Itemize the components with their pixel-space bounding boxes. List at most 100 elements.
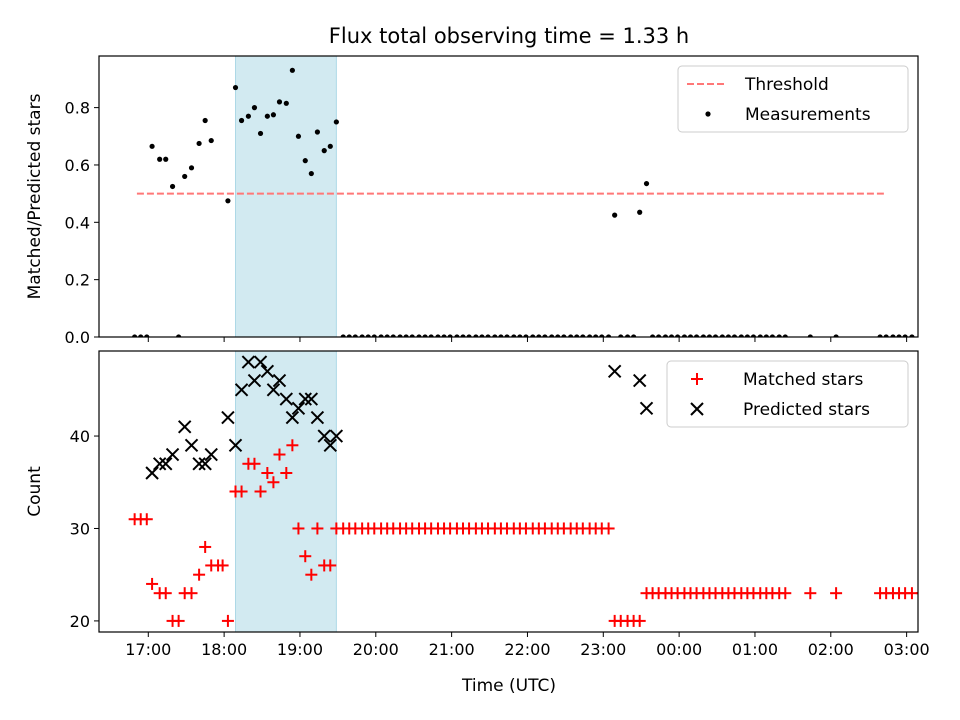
measurement-point bbox=[612, 212, 618, 218]
measurement-point bbox=[270, 112, 277, 118]
predicted-stars-point bbox=[323, 438, 337, 452]
x-axis-label: Time (UTC) bbox=[461, 676, 556, 696]
x-tick-label: 18:00 bbox=[201, 640, 247, 659]
measurement-point bbox=[485, 334, 491, 337]
measurement-point bbox=[196, 140, 202, 147]
measurement-point bbox=[593, 334, 599, 337]
predicted-stars-point-b bbox=[266, 383, 281, 397]
measurement-point bbox=[132, 334, 138, 337]
predicted-stars-point bbox=[184, 438, 199, 452]
predicted-stars-point bbox=[304, 392, 319, 406]
matched-stars-point bbox=[280, 467, 293, 480]
matched-stars-point bbox=[950, 587, 960, 599]
predicted-stars-point-b bbox=[260, 364, 275, 379]
predicted-stars-point bbox=[247, 373, 262, 388]
predicted-stars-point-b bbox=[221, 410, 235, 425]
matched-stars-point bbox=[804, 587, 817, 600]
legend-frame bbox=[666, 360, 909, 428]
measurement-point bbox=[599, 334, 605, 337]
measurement-point bbox=[928, 334, 933, 339]
chart-title: Flux total observing time = 1.33 h bbox=[329, 24, 689, 48]
measurement-point bbox=[403, 334, 409, 337]
x-tick-label: 17:00 bbox=[125, 640, 171, 659]
matched-stars-point bbox=[311, 522, 324, 535]
legend-frame bbox=[677, 65, 909, 133]
measurement-point bbox=[549, 334, 555, 337]
predicted-stars-point bbox=[632, 373, 647, 388]
measurement-point bbox=[919, 334, 924, 339]
predicted-stars-point-b bbox=[159, 457, 173, 471]
x-tick-label: 03:00 bbox=[884, 640, 930, 659]
measurement-point bbox=[202, 117, 208, 124]
measurement-point bbox=[833, 334, 839, 337]
measurement-point bbox=[947, 334, 952, 339]
measurement-point bbox=[397, 334, 403, 337]
x-tick-label: 21:00 bbox=[429, 640, 475, 659]
measurement-point bbox=[523, 334, 529, 337]
measurement-point bbox=[662, 334, 669, 337]
matched-stars-point bbox=[305, 568, 318, 581]
y-tick-label: 40 bbox=[70, 427, 90, 446]
legend-measurements-key bbox=[705, 111, 711, 117]
matched-stars-point bbox=[286, 439, 299, 452]
matched-stars-point bbox=[830, 587, 843, 600]
predicted-stars-point-b bbox=[310, 410, 325, 425]
y-tick-label: 0.8 bbox=[65, 99, 90, 118]
legend-label: Threshold bbox=[744, 75, 829, 95]
predicted-stars-point-b bbox=[145, 466, 159, 480]
measurement-point bbox=[251, 105, 258, 111]
matched-stars-point bbox=[937, 587, 949, 599]
matched-stars-point bbox=[193, 568, 206, 581]
measurement-point bbox=[580, 334, 586, 337]
measurement-point bbox=[283, 100, 289, 106]
measurement-point bbox=[681, 334, 688, 337]
measurement-point bbox=[289, 67, 295, 73]
measurement-point bbox=[378, 334, 384, 337]
predicted-stars-point-b bbox=[177, 420, 192, 434]
measurement-point bbox=[953, 334, 958, 339]
predicted-stars-point bbox=[234, 383, 249, 397]
predicted-stars-point-b bbox=[291, 401, 306, 416]
predicted-stars-point-b bbox=[298, 392, 312, 406]
matched-stars-point bbox=[299, 550, 312, 563]
predicted-stars-point-b bbox=[607, 364, 622, 379]
predicted-stars-point bbox=[152, 457, 167, 471]
measurement-point bbox=[902, 334, 908, 337]
measurement-point bbox=[466, 334, 472, 337]
y-tick-label: 0.4 bbox=[65, 213, 90, 232]
predicted-stars-point bbox=[253, 355, 268, 369]
measurement-point bbox=[776, 334, 782, 337]
measurement-point bbox=[637, 209, 643, 215]
predicted-stars-point bbox=[285, 410, 300, 425]
plot-area bbox=[132, 56, 958, 339]
measurement-point bbox=[416, 334, 422, 337]
measurement-point bbox=[574, 334, 580, 337]
measurement-point bbox=[606, 334, 612, 337]
axes-frame bbox=[98, 55, 919, 338]
predicted-stars-point bbox=[165, 447, 180, 462]
measurement-point bbox=[144, 334, 150, 337]
measurement-point bbox=[359, 334, 365, 337]
matched-stars-point bbox=[779, 587, 792, 600]
predicted-stars-point-b bbox=[184, 438, 199, 452]
measurement-point bbox=[176, 334, 182, 337]
matched-stars-point bbox=[248, 457, 261, 470]
measurement-point bbox=[346, 334, 352, 337]
matched-stars-point bbox=[267, 476, 280, 489]
measurement-point bbox=[807, 334, 813, 337]
predicted-stars-point-b bbox=[323, 438, 337, 452]
predicted-stars-point bbox=[291, 401, 306, 416]
y-axis-label: Matched/Predicted stars bbox=[25, 93, 45, 299]
measurement-point bbox=[618, 334, 624, 337]
observing-span bbox=[235, 56, 337, 337]
ratio-panel: 0.0 0.2 0.4 0.6 0.8 Matched/Predicted stars Th… bbox=[25, 55, 958, 347]
measurement-point bbox=[163, 156, 169, 162]
measurement-point bbox=[149, 143, 155, 149]
measurement-point bbox=[441, 334, 447, 337]
measurement-point bbox=[245, 113, 251, 119]
measurement-point bbox=[940, 334, 945, 339]
measurement-point bbox=[883, 334, 889, 337]
measurement-point bbox=[763, 334, 769, 337]
measurement-point bbox=[157, 156, 163, 162]
predicted-stars-point-b bbox=[241, 355, 256, 369]
